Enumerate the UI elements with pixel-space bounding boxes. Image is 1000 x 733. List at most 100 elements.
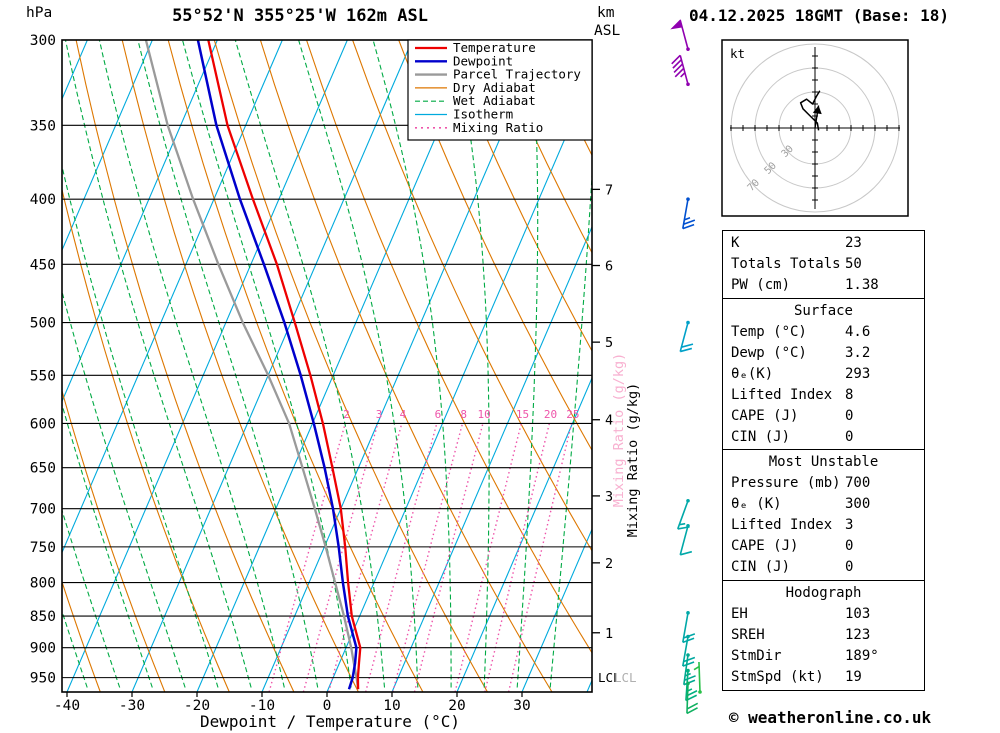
stat-label: CIN (J) (731, 428, 791, 445)
legend-label: Parcel Trajectory (453, 67, 581, 82)
x-tick-label: -40 (54, 698, 80, 714)
wet-adiabat-line (137, 40, 319, 688)
dry-adiabat-line (305, 40, 592, 654)
mixing-ratio-value-label: 20 (544, 408, 557, 421)
isotherm-line (62, 40, 283, 554)
stat-label: EH (731, 605, 748, 622)
wind-barb-station-dot (686, 47, 690, 51)
wet-adiabat-line (372, 40, 452, 688)
mixing-axis-label-pink: Mixing Ratio (g/kg) (611, 353, 627, 507)
wet-adiabat-line (62, 402, 153, 688)
hodograph-trace (799, 90, 821, 131)
stat-value: 23 (845, 235, 862, 251)
km-tick-label: 2 (605, 556, 613, 572)
stat-label: StmDir (731, 647, 782, 664)
legend-label: Wet Adiabat (453, 93, 536, 108)
hodograph-unit-label: kt (730, 46, 745, 61)
legend-box (407, 39, 593, 141)
stat-row: Lifted Index 3 (723, 515, 924, 536)
dry-adiabat-line (490, 40, 592, 254)
stat-row: PW (cm) 1.38 (723, 275, 924, 296)
stat-label: CAPE (J) (731, 538, 799, 554)
stats-section-title: Most Unstable (768, 454, 879, 470)
isotherm-line (62, 40, 153, 252)
legend-label: Temperature (453, 40, 536, 55)
mixing-ratio-value-label: 3 (376, 408, 383, 421)
stat-value: 300 (845, 496, 871, 512)
stat-label: θₑ (K) (731, 496, 782, 512)
isotherm-line (196, 40, 478, 692)
dry-adiabat-lines (62, 40, 592, 692)
legend-label: Dewpoint (453, 53, 513, 68)
wind-barb (685, 670, 698, 702)
x-tick-label: -10 (249, 698, 275, 714)
km-tick-label: 7 (605, 182, 613, 198)
wet-adiabat-line (62, 164, 219, 688)
legend-label: Isotherm (453, 107, 513, 122)
isotherm-line (66, 40, 348, 692)
stat-value: 1.38 (845, 277, 879, 293)
stat-value: 189° (845, 647, 879, 664)
wind-barb (682, 198, 696, 230)
wind-barb (693, 661, 701, 693)
pressure-tick-label: 950 (30, 671, 56, 687)
stat-row: K 23 (723, 233, 924, 254)
dry-adiabat-line (213, 40, 488, 692)
km-tick-label: 3 (605, 489, 613, 505)
dry-adiabat-line (62, 580, 101, 692)
dewpoint-curve (196, 40, 358, 690)
stat-row: EH 103 (723, 604, 924, 625)
x-tick-label: 10 (383, 698, 400, 714)
wind-barb-station-dot (686, 653, 690, 657)
stat-value: 50 (845, 256, 862, 272)
stat-row: CIN (J) 0 (723, 427, 924, 448)
x-axis-title: Dewpoint / Temperature (°C) (200, 712, 460, 731)
stat-row: Dewp (°C) 3.2 (723, 343, 924, 364)
copyright-text: © weatheronline.co.uk (728, 708, 932, 727)
pressure-tick-label: 400 (30, 192, 56, 208)
wind-barb (682, 636, 696, 667)
stat-value: 0 (845, 428, 854, 445)
stats-section: K 23 Totals Totals 50 PW (cm) 1.38 (722, 230, 925, 299)
stat-row: θₑ(K) 293 (723, 364, 924, 385)
wet-adiabat-line (453, 40, 490, 688)
wind-barb-station-dot (698, 690, 702, 694)
pressure-tick-label: 450 (30, 257, 56, 273)
isotherm-line (456, 376, 592, 692)
station-title: 55°52'N 355°25'W 162m ASL (172, 6, 428, 26)
wet-adiabat-line (98, 40, 285, 688)
km-tick-label: 5 (605, 335, 613, 351)
wind-barb (686, 683, 699, 715)
stat-value: 293 (845, 365, 871, 382)
isotherm-line (62, 40, 88, 101)
mixing-ratio-value-label: 8 (460, 408, 467, 421)
wind-barb-station-dot (686, 668, 690, 673)
stat-value: 700 (845, 475, 871, 491)
wind-barb-station-dot (686, 197, 690, 201)
stat-label: θₑ(K) (731, 365, 774, 382)
isotherm-line (0, 40, 22, 692)
wind-barb-station-dot (686, 681, 690, 686)
wind-barb (679, 525, 693, 556)
stat-row: StmSpd (kt) 19 (723, 667, 924, 688)
stats-section: Hodograph EH 103 SREH 123 StmDir 189° StmSpd (k… (722, 579, 925, 691)
stat-label: CAPE (J) (731, 407, 799, 424)
mixing-ratio-value-label: 2 (343, 408, 350, 421)
wind-barb-station-dot (686, 82, 690, 87)
stat-row: CAPE (J) 0 (723, 406, 924, 427)
wind-barb-station-dot (686, 634, 690, 639)
wet-adiabat-line (234, 40, 386, 688)
wet-adiabat-line (64, 40, 252, 688)
legend-label: Dry Adiabat (453, 80, 536, 95)
stat-value: 0 (845, 559, 854, 575)
mixing-ratio-value-label: 4 (400, 408, 407, 421)
isotherm-line (261, 40, 543, 692)
mixing-ratio-value-label: 15 (516, 408, 529, 421)
stat-value: 4.6 (845, 323, 871, 340)
wind-barb-station-dot (686, 498, 690, 503)
pressure-tick-label: 850 (30, 609, 56, 625)
pressure-tick-label: 750 (30, 540, 56, 556)
stat-label: Dewp (°C) (731, 344, 807, 361)
mixing-ratio-line (365, 423, 438, 692)
